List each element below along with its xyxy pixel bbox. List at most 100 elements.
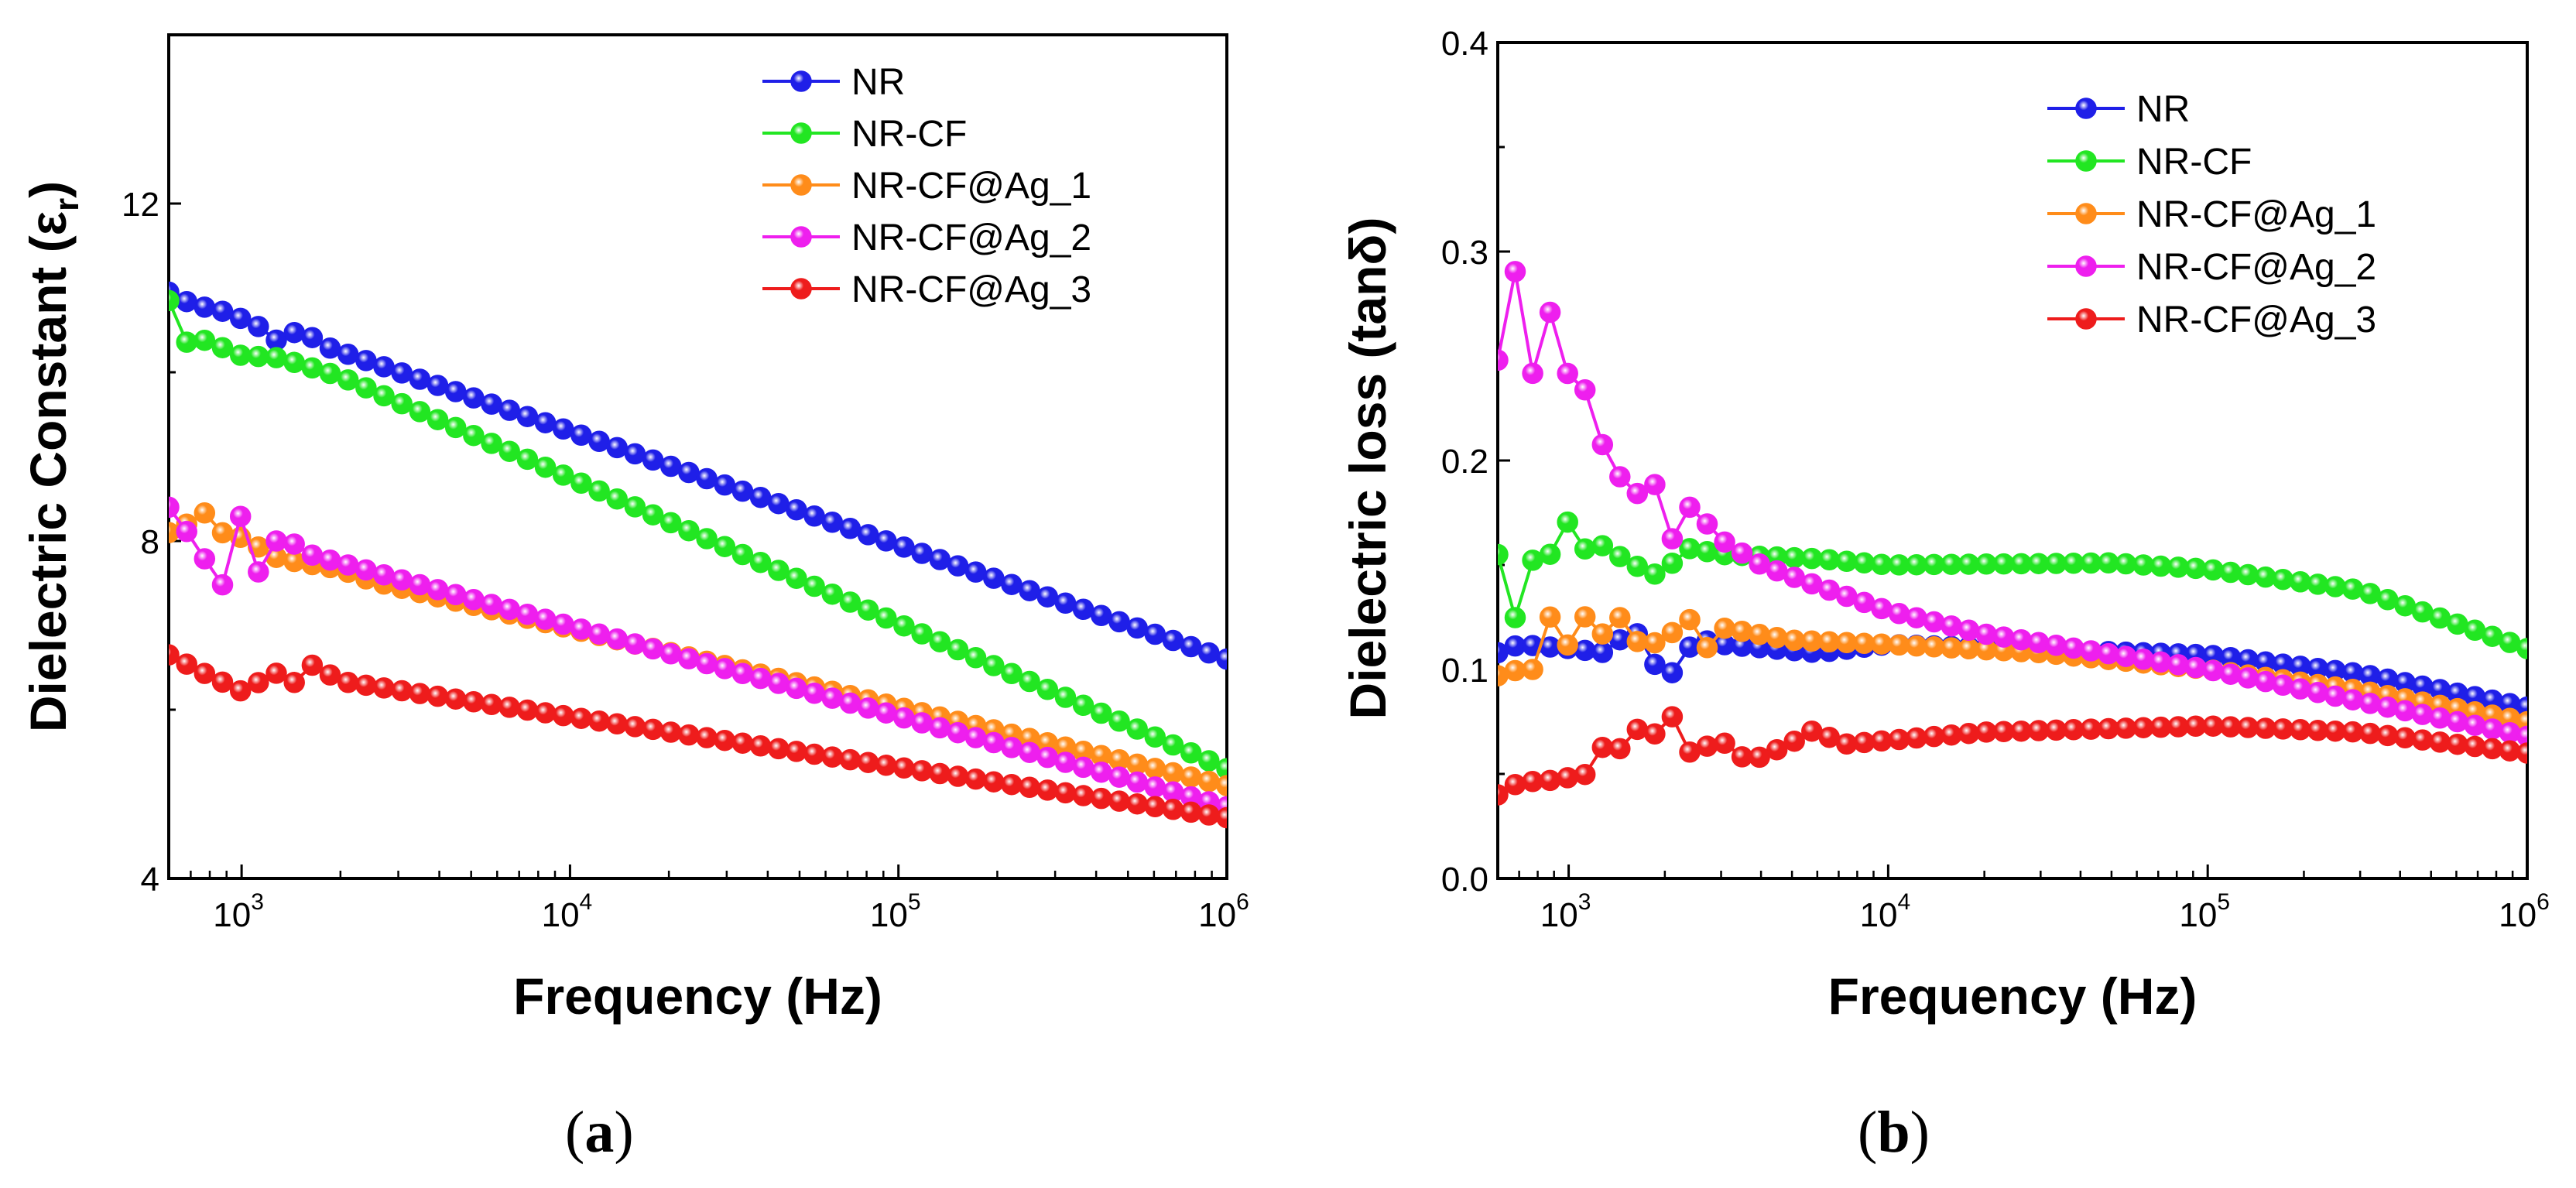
data-point [2098,642,2119,665]
data-point [588,430,610,453]
data-point [1609,546,1631,567]
data-point [839,692,862,714]
data-point [1144,726,1166,748]
data-point [319,337,341,359]
legend-item-nr-cf-ag-2: NR-CF@Ag_2 [762,217,1091,258]
data-point [624,443,646,465]
data-point [1144,776,1166,798]
data-point [1661,621,1684,644]
data-point [1162,799,1184,820]
data-point [1001,573,1023,595]
data-point [1091,761,1112,783]
data-point [2063,637,2084,659]
legend-marker [790,122,812,144]
data-point [659,455,682,478]
data-point [1644,632,1666,654]
data-point [929,549,951,570]
data-point [1941,615,1962,637]
data-point [875,755,897,776]
legend-label: NR-CF@Ag_1 [2136,194,2376,235]
data-point [194,329,216,351]
data-point [570,472,592,494]
data-point [1522,362,1543,385]
data-point [606,628,628,650]
panel-label-b: (b) [1858,1100,1930,1165]
data-point [2307,573,2329,595]
data-point [2202,659,2224,682]
series-nr [169,281,1227,670]
data-point [696,652,718,675]
data-point [1108,790,1130,812]
data-point [1054,686,1077,708]
data-point [786,677,807,700]
data-point [2482,718,2503,740]
data-point [1661,553,1684,574]
data-point [1557,511,1578,533]
data-point [1001,737,1023,758]
legend-marker [790,226,812,248]
data-point [169,289,180,312]
data-point [194,548,216,570]
data-point [211,573,234,596]
data-point [803,743,825,765]
data-point [2341,689,2364,710]
data-point [839,748,862,771]
data-point [1144,758,1166,779]
data-point [749,667,772,690]
data-point [552,418,574,440]
data-point [2237,563,2259,586]
data-point [768,738,790,760]
data-point [319,664,341,686]
data-point [983,731,1005,754]
data-point [409,573,431,596]
legend-label: NR-CF [851,114,967,155]
data-point [964,768,987,790]
data-point [642,504,664,526]
data-point [301,327,324,348]
data-point [1731,621,1753,642]
data-point [803,575,825,597]
data-point [229,680,252,702]
data-point [1557,362,1578,385]
data-point [1696,637,1718,659]
data-point [534,608,557,630]
data-point [498,598,520,621]
y-tick-label: 0.3 [1441,234,1488,272]
data-point [1216,806,1227,829]
data-point [2272,674,2294,697]
data-point [1574,606,1596,628]
legend-marker [2075,150,2097,172]
series-nr-cf-ag-3 [169,644,1227,829]
data-point [911,760,933,782]
data-point [552,704,574,727]
data-point [2237,667,2259,689]
data-point [1001,662,1023,685]
data-point [1557,767,1578,789]
data-point [1091,787,1112,810]
data-point [516,448,539,471]
series-nr-cf-ag-2 [169,496,1227,818]
data-point [1644,563,1666,585]
data-point [1498,349,1509,371]
data-point [1749,624,1770,645]
data-point [2324,576,2346,597]
series-nr-cf-ag-1 [169,502,1227,796]
data-point [426,579,449,601]
data-point [696,528,718,549]
legend-label: NR [851,62,905,103]
data-point [2516,638,2527,659]
data-point [391,569,413,591]
data-point [481,693,502,716]
data-point [2010,628,2033,651]
data-point [409,368,431,390]
data-point [2341,578,2364,600]
data-point [947,555,969,577]
data-point [2376,696,2399,718]
chart-panel-b: 0.0 0.1 0.2 0.3 0.4 103 104 105 106 Frequency (Hz… [1339,25,2550,1025]
data-point [570,618,592,640]
data-point [1591,535,1614,556]
data-point [696,727,718,748]
data-point [964,647,987,669]
y-tick-label: 0.2 [1441,443,1488,481]
data-point [1126,771,1148,793]
